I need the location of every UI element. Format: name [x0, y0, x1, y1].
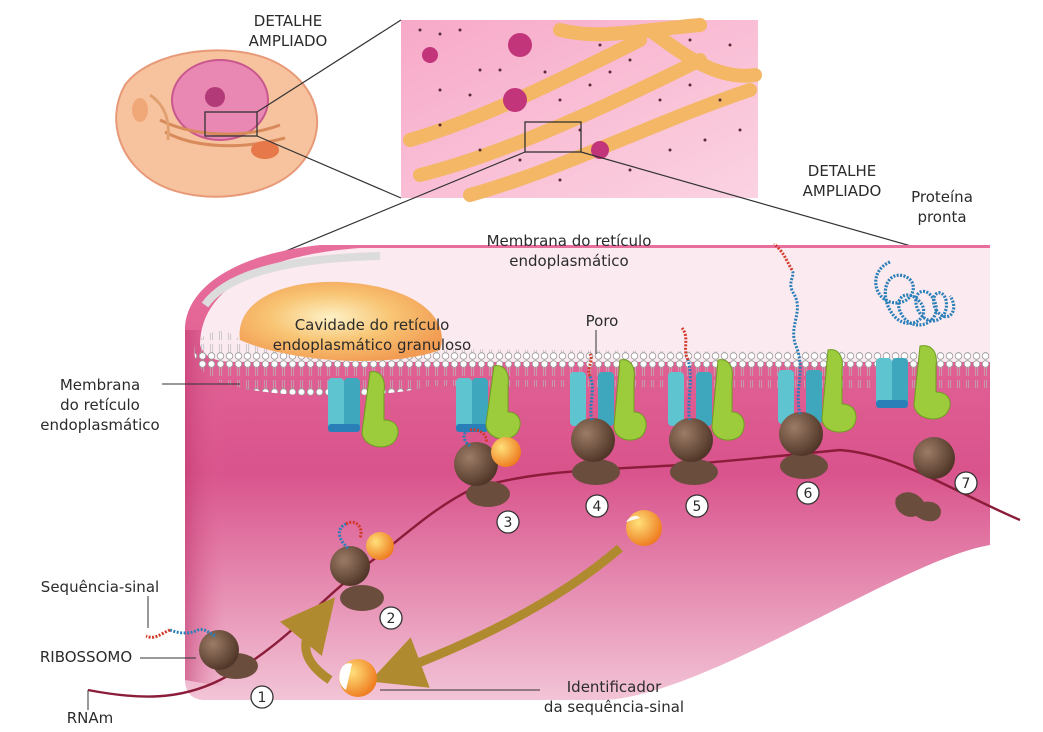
translocon-channel	[328, 378, 360, 432]
zoom-line	[580, 151, 926, 251]
label-signal-identifier: da sequência-sinal	[544, 698, 684, 716]
ribosome	[571, 418, 615, 462]
label-protein-ready: pronta	[917, 208, 966, 226]
label-detail-top: DETALHE	[254, 12, 322, 30]
free-signal-recognition-particle	[626, 510, 662, 546]
srp-receptor	[913, 345, 951, 420]
label-signal-identifier: Identificador	[567, 678, 662, 696]
step-number: 2	[387, 611, 396, 627]
translocon-channel	[876, 358, 908, 408]
translocon-channel	[668, 372, 712, 426]
inset-ribosome-dots	[418, 28, 742, 182]
er-lumen	[239, 281, 442, 361]
signal-recognition-particle	[491, 437, 521, 467]
label-protein-ready: Proteína	[911, 188, 973, 206]
ribosome	[199, 630, 239, 670]
translocon-channel	[570, 372, 614, 426]
label-er-membrane-left: endoplasmático	[40, 416, 159, 434]
ribosome	[330, 546, 370, 586]
label-er-cavity: endoplasmático granuloso	[273, 336, 471, 354]
cell-thumbnail	[115, 49, 319, 198]
ribosome	[669, 418, 713, 462]
label-ribosome: RIBOSSOMO	[40, 648, 132, 666]
ribosome-small-subunit	[895, 492, 941, 522]
ribosome	[779, 412, 823, 456]
srp-receptor	[711, 359, 745, 441]
step-markers: 1 2 3 4 5 6 7	[250, 471, 978, 709]
zoom-line	[256, 19, 402, 113]
signal-recognition-particle	[366, 532, 394, 560]
srp-receptor	[821, 349, 857, 433]
zoom-line	[256, 135, 402, 199]
binding-arrow	[280, 597, 336, 684]
step-number: 7	[962, 476, 971, 492]
translocon-channel	[456, 378, 488, 432]
srp-receptor	[361, 371, 399, 448]
recycle-arrow	[369, 544, 623, 688]
label-mrna: RNAm	[67, 709, 114, 727]
er-inset	[401, 18, 762, 202]
signal-peptide	[145, 628, 171, 639]
step-number: 3	[504, 515, 513, 531]
nascent-chain	[169, 628, 216, 638]
ribosome	[454, 442, 498, 486]
translocon-channel	[778, 370, 822, 424]
label-detail-top: AMPLIADO	[249, 32, 328, 50]
step-number: 1	[258, 690, 267, 706]
label-er-membrane-top: endoplasmático	[509, 252, 628, 270]
zoom-box-inset	[524, 121, 582, 153]
label-er-membrane-left: do retículo	[60, 396, 140, 414]
srp-receptor	[613, 359, 647, 441]
label-pore: Poro	[586, 312, 619, 330]
label-er-membrane-left: Membrana	[60, 376, 140, 394]
step-number: 5	[693, 499, 702, 515]
label-detail-right: DETALHE	[808, 162, 876, 180]
label-detail-right: AMPLIADO	[803, 182, 882, 200]
zoom-box-cell	[204, 111, 258, 137]
zoom-line	[244, 151, 526, 269]
label-er-cavity: Cavidade do retículo	[295, 316, 450, 334]
label-signal-sequence: Sequência-sinal	[41, 578, 159, 596]
label-er-membrane-top: Membrana do retículo	[487, 232, 652, 250]
step-number: 4	[593, 499, 602, 515]
ready-protein	[874, 260, 956, 327]
ribosome-large-subunit	[913, 437, 955, 479]
step-number: 6	[804, 486, 813, 502]
srp-receptor	[485, 365, 521, 440]
